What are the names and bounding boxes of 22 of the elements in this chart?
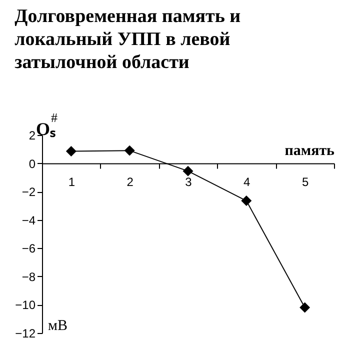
- x-tick-label: 5: [302, 174, 309, 189]
- y-tick-label: −10: [15, 298, 36, 312]
- y-tick-label: −2: [22, 185, 36, 200]
- point: [300, 302, 310, 313]
- x-axis-title: память: [284, 142, 335, 159]
- point: [66, 146, 76, 157]
- chart-title: Долговременная память и локальный УПП в левой затылочной области: [14, 6, 241, 73]
- y-tick-label: 0: [28, 156, 36, 171]
- y-tick-label: −12: [15, 326, 36, 340]
- annotation: мВ: [48, 318, 68, 334]
- x-tick-label: 2: [126, 174, 134, 189]
- y-axis-title: Oₛ#: [36, 110, 58, 139]
- point: [124, 145, 135, 156]
- y-tick-label: −6: [22, 242, 36, 256]
- x-tick-label: 1: [68, 174, 76, 189]
- y-tick-label: −4: [22, 213, 36, 228]
- point: [241, 196, 252, 206]
- point: [182, 166, 194, 176]
- x-tick-label: 3: [185, 174, 192, 189]
- y-tick-label: −8: [22, 270, 36, 284]
- x-tick-label: 4: [244, 174, 251, 189]
- y-tick-label: 2: [28, 128, 36, 142]
